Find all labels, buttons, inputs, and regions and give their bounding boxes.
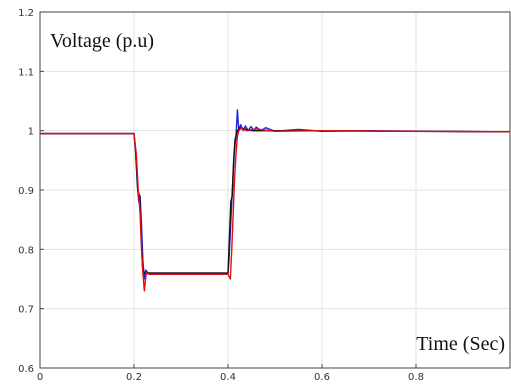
grid-lines [40, 12, 510, 368]
y-tick-label: 0.7 [18, 305, 34, 316]
y-tick-label: 1.2 [18, 8, 34, 19]
series-line-3 [40, 127, 511, 292]
x-tick-label: 0 [37, 372, 43, 383]
x-tick-label: 0.4 [220, 372, 236, 383]
axis-ticks: 0 0.2 0.4 0.6 0.8 0.6 0.7 0.8 0.9 1 1.1 1.2 [18, 8, 424, 383]
x-tick-label: 0.2 [126, 372, 142, 383]
y-tick-label: 0.6 [18, 364, 34, 375]
series-group [40, 109, 511, 292]
y-tick-label: 1.1 [18, 67, 34, 78]
y-axis-label: Voltage (p.u) [50, 30, 154, 52]
series-line-1 [40, 109, 511, 280]
x-axis-label: Time (Sec) [416, 333, 505, 355]
x-tick-label: 0.8 [408, 372, 424, 383]
y-tick-label: 1 [28, 127, 34, 138]
x-tick-label: 0.6 [314, 372, 330, 383]
series-line-2 [40, 127, 511, 274]
y-tick-label: 0.8 [18, 245, 34, 256]
y-tick-label: 0.9 [18, 186, 34, 197]
